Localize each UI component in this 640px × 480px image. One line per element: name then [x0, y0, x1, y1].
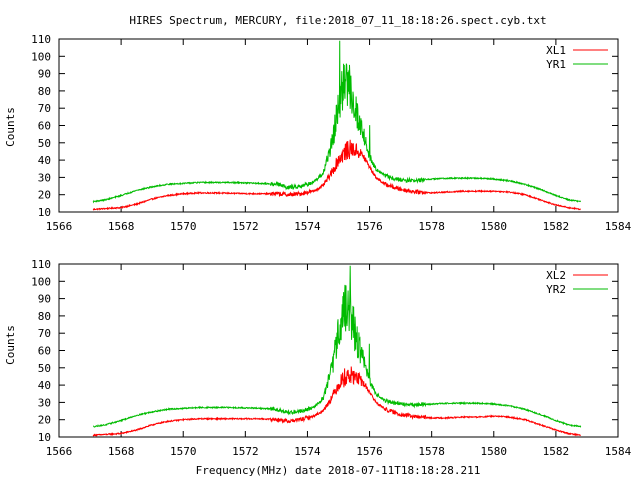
y-tick-label: 100 — [31, 275, 51, 288]
y-tick-label: 30 — [38, 396, 51, 409]
y-tick-label: 110 — [31, 33, 51, 46]
x-tick-label: 1568 — [108, 445, 135, 458]
series-line-xl2 — [92, 366, 581, 437]
y-tick-label: 10 — [38, 431, 51, 444]
plot-frame — [58, 263, 619, 438]
y-tick-label: 40 — [38, 379, 51, 392]
x-tick-label: 1578 — [418, 220, 445, 233]
x-tick-label: 1576 — [356, 220, 383, 233]
x-tick-label: 1584 — [605, 445, 632, 458]
legend-label-yr1: YR1 — [546, 58, 566, 71]
y-tick-label: 50 — [38, 137, 51, 150]
y-tick-label: 60 — [38, 345, 51, 358]
y-tick-label: 40 — [38, 154, 51, 167]
x-axis-label: Frequency(MHz) date 2018-07-11T18:18:28.… — [196, 464, 481, 477]
x-tick-label: 1566 — [46, 445, 73, 458]
y-tick-label: 70 — [38, 102, 51, 115]
x-tick-label: 1572 — [232, 220, 259, 233]
figure-title: HIRES Spectrum, MERCURY, file:2018_07_11… — [129, 14, 546, 27]
x-tick-label: 1578 — [418, 445, 445, 458]
x-tick-label: 1580 — [481, 220, 508, 233]
x-tick-label: 1574 — [294, 445, 321, 458]
x-tick-label: 1566 — [46, 220, 73, 233]
y-tick-label: 70 — [38, 327, 51, 340]
y-tick-label: 50 — [38, 362, 51, 375]
plot-frame — [58, 38, 619, 213]
y-tick-label: 20 — [38, 189, 51, 202]
legend-label-xl1: XL1 — [546, 44, 566, 57]
legend-label-yr2: YR2 — [546, 283, 566, 296]
x-tick-label: 1576 — [356, 445, 383, 458]
x-tick-label: 1574 — [294, 220, 321, 233]
y-tick-label: 90 — [38, 68, 51, 81]
top-plot-panel: 10 20 30 40 50 60 70 80 90 100 110 1566 1568 1570 1572… — [4, 33, 632, 233]
y-tick-label: 20 — [38, 414, 51, 427]
y-tick-label: 10 — [38, 206, 51, 219]
x-tick-label: 1582 — [543, 445, 570, 458]
series-line-yr2 — [93, 265, 582, 428]
y-tick-label: 100 — [31, 50, 51, 63]
bottom-plot-panel: 10 20 30 40 50 60 70 80 90 100 110 1566 1568 1570 1572… — [4, 258, 632, 458]
legend-label-xl2: XL2 — [546, 269, 566, 282]
x-tick-label: 1572 — [232, 445, 259, 458]
x-tick-label: 1580 — [481, 445, 508, 458]
y-tick-label: 60 — [38, 120, 51, 133]
y-tick-label: 80 — [38, 310, 51, 323]
x-tick-label: 1584 — [605, 220, 632, 233]
y-axis-label: Counts — [4, 325, 17, 365]
x-tick-label: 1570 — [170, 445, 197, 458]
y-tick-label: 90 — [38, 293, 51, 306]
x-tick-label: 1570 — [170, 220, 197, 233]
series-line-yr1 — [92, 40, 582, 204]
y-tick-label: 30 — [38, 171, 51, 184]
series-line-xl1 — [92, 139, 581, 211]
x-tick-label: 1568 — [108, 220, 135, 233]
x-tick-label: 1582 — [543, 220, 570, 233]
y-tick-label: 110 — [31, 258, 51, 271]
y-tick-label: 80 — [38, 85, 51, 98]
y-axis-label: Counts — [4, 107, 17, 147]
